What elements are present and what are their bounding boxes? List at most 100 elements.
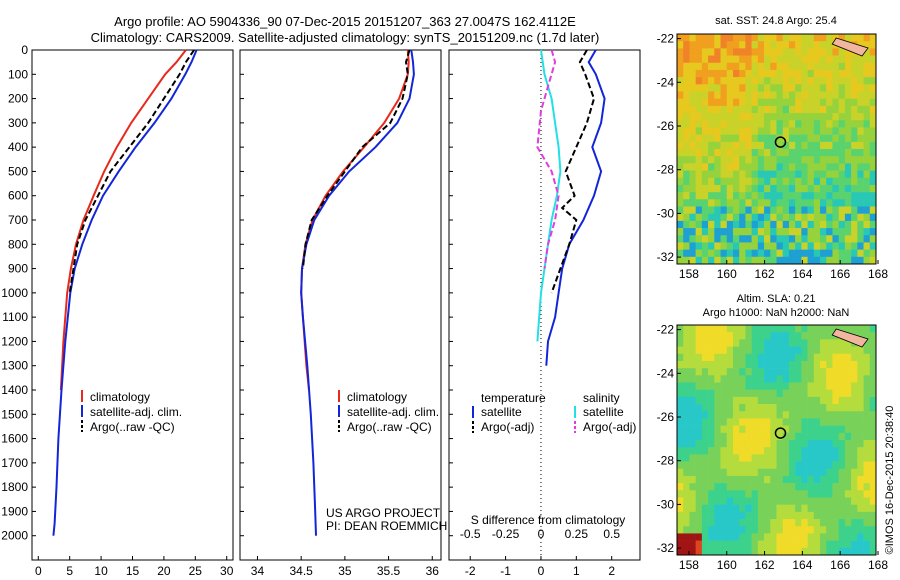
map-cell — [795, 368, 802, 376]
map-cell — [844, 425, 852, 434]
map-cell — [801, 141, 808, 150]
map-cell — [708, 454, 715, 462]
map-cell — [770, 540, 777, 549]
map-cell — [745, 461, 752, 470]
map-cell — [726, 34, 734, 42]
map-cell — [683, 206, 690, 214]
map-cell — [776, 368, 784, 376]
map-cell — [826, 235, 833, 243]
map-cell — [726, 228, 734, 236]
x-tick-label: 1 — [573, 564, 580, 578]
map-cell — [708, 98, 715, 107]
map-cell — [807, 98, 815, 107]
map-cell — [863, 332, 871, 340]
series-line-temperature-argo-adj- — [550, 49, 596, 294]
map-cell — [788, 105, 796, 114]
map-cell — [764, 41, 771, 49]
map-cell — [826, 375, 833, 383]
map-cell — [776, 134, 784, 143]
map-cell — [732, 533, 740, 541]
map-cell — [832, 389, 839, 398]
map-cell — [689, 149, 696, 157]
map-cell — [788, 375, 796, 383]
map-cell — [795, 454, 802, 462]
map-cell — [739, 461, 746, 470]
map-cell — [683, 220, 690, 229]
map-cell — [720, 382, 728, 390]
map-cell — [801, 382, 808, 390]
map-cell — [807, 84, 815, 92]
map-cell — [851, 113, 858, 121]
map-cell — [869, 163, 877, 171]
map-cell — [863, 533, 871, 541]
map-cell — [851, 34, 858, 42]
map-cell — [813, 170, 821, 179]
map-cell — [677, 368, 684, 376]
map-cell — [732, 220, 740, 229]
map-cell — [826, 149, 833, 157]
map-cell — [683, 490, 690, 498]
map-cell — [869, 332, 877, 340]
map-cell — [683, 170, 690, 179]
map-cell — [764, 69, 771, 78]
map-cell — [851, 389, 858, 398]
map-cell — [714, 84, 721, 92]
series-line-argo-raw-qc- — [68, 49, 195, 294]
map-cell — [714, 62, 721, 71]
map-cell — [788, 184, 796, 193]
legend-temp-argo-label: Argo(-adj) — [481, 420, 534, 434]
map-cell — [745, 69, 752, 78]
map-cell — [764, 149, 771, 157]
map-cell — [869, 461, 877, 470]
map-cell — [770, 184, 777, 193]
map-cell — [838, 325, 846, 333]
map-cell — [751, 199, 759, 207]
map-cell — [726, 339, 734, 347]
map-cell — [708, 242, 715, 250]
map-cell — [751, 113, 759, 121]
map-cell — [838, 461, 846, 470]
map-cell — [813, 62, 821, 71]
map-cell — [739, 339, 746, 347]
map-cell — [782, 547, 790, 556]
map-cell — [677, 206, 684, 214]
map-cell — [708, 48, 715, 56]
map-cell — [795, 404, 802, 412]
x-tick-label: 25 — [189, 564, 203, 578]
map-cell — [788, 447, 796, 455]
map-cell — [813, 177, 821, 186]
map-cell — [745, 249, 752, 258]
map-cell — [701, 62, 709, 71]
map-cell — [820, 177, 827, 186]
map-cell — [757, 55, 765, 64]
map-cell — [795, 156, 802, 164]
map-cell — [726, 235, 734, 243]
x-tick-label: 20 — [157, 564, 171, 578]
map-cell — [701, 332, 709, 340]
map-cell — [720, 425, 728, 434]
map-cell — [708, 69, 715, 78]
map-cell — [857, 105, 864, 114]
map-cell — [801, 55, 808, 64]
map-cell — [757, 382, 765, 390]
map-cell — [732, 497, 740, 505]
map-cell — [726, 141, 734, 150]
legend-climatology-label: climatology — [90, 390, 150, 404]
map-cell — [764, 177, 771, 186]
map-cell — [720, 490, 728, 498]
map-cell — [720, 98, 728, 107]
map-cell — [795, 84, 802, 92]
map-cell — [788, 206, 796, 214]
map-cell — [739, 170, 746, 179]
map-cell — [695, 69, 703, 78]
map-cell — [863, 339, 871, 347]
map-cell — [844, 84, 852, 92]
map-cell — [782, 483, 790, 491]
map-cell — [807, 339, 815, 347]
map-cell — [726, 497, 734, 505]
map-cell — [695, 547, 703, 556]
legend-sal-argo-label: Argo(-adj) — [583, 420, 636, 434]
map-cell — [770, 396, 777, 405]
map-cell — [863, 432, 871, 441]
map-cell — [720, 447, 728, 455]
